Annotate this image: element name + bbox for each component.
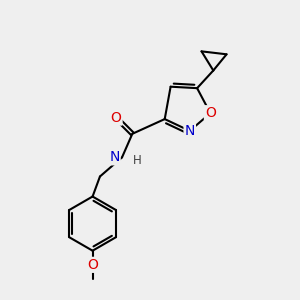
Text: O: O (205, 106, 216, 120)
Text: N: N (184, 124, 195, 138)
Text: O: O (111, 111, 122, 124)
Text: N: N (109, 150, 120, 164)
Text: O: O (87, 258, 98, 272)
Text: H: H (132, 154, 141, 167)
